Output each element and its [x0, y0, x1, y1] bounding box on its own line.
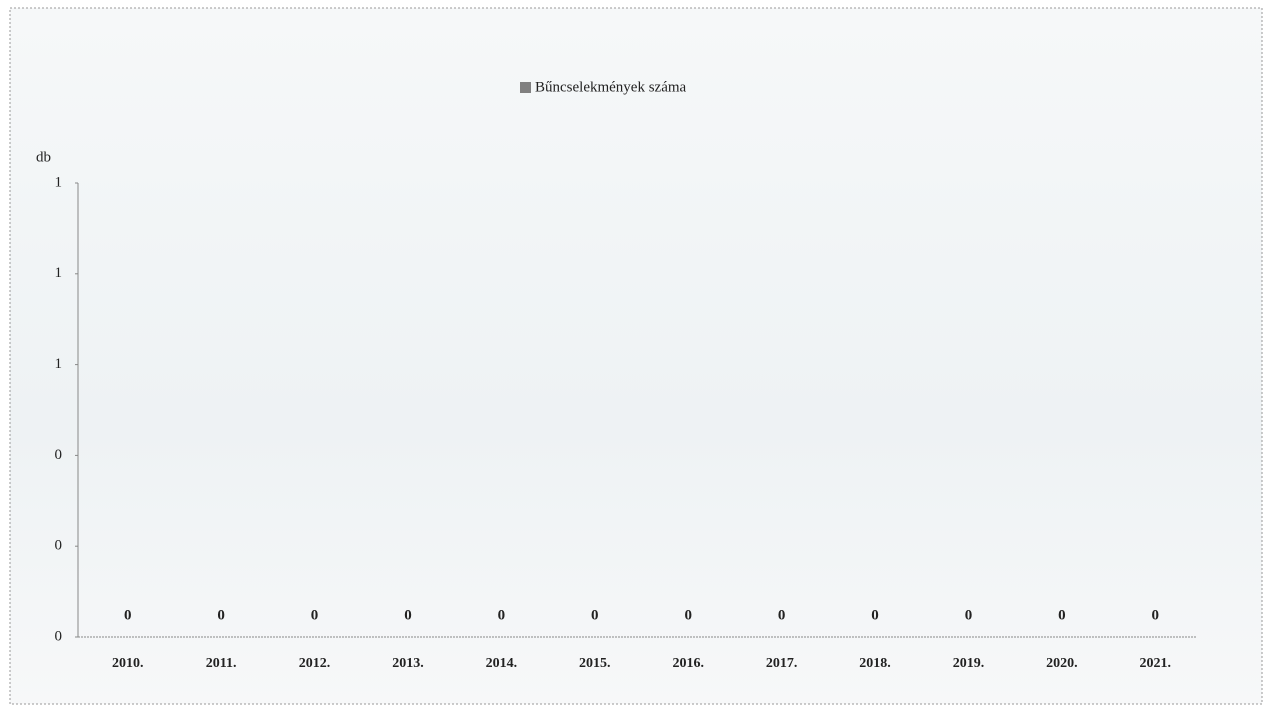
- x-tick-label: 2017.: [766, 656, 798, 671]
- data-label: 0: [684, 607, 692, 623]
- x-tick-label: 2020.: [1046, 656, 1078, 671]
- y-tick-label: 0: [55, 447, 63, 463]
- data-label: 0: [217, 607, 225, 623]
- legend-swatch: [520, 82, 531, 93]
- x-tick-label: 2011.: [206, 656, 237, 671]
- data-label: 0: [871, 607, 879, 623]
- x-tick-label: 2016.: [672, 656, 704, 671]
- chart-frame: [9, 7, 1263, 705]
- x-tick-label: 2015.: [579, 656, 611, 671]
- x-tick-label: 2019.: [953, 656, 985, 671]
- y-tick-label: 1: [55, 265, 63, 281]
- y-tick-label: 0: [55, 628, 63, 644]
- data-label: 0: [965, 607, 973, 623]
- data-label: 0: [404, 607, 412, 623]
- x-tick-label: 2014.: [486, 656, 518, 671]
- y-tick-label: 1: [55, 174, 63, 190]
- data-label: 0: [591, 607, 599, 623]
- data-label: 0: [1058, 607, 1066, 623]
- data-label: 0: [498, 607, 506, 623]
- x-tick-label: 2018.: [859, 656, 891, 671]
- x-tick-label: 2012.: [299, 656, 331, 671]
- y-axis-title: db: [36, 149, 51, 165]
- y-tick-label: 1: [55, 356, 63, 372]
- x-tick-label: 2010.: [112, 656, 144, 671]
- y-tick-label: 0: [55, 538, 63, 554]
- data-label: 0: [124, 607, 132, 623]
- legend-label: Bűncselekmények száma: [535, 79, 687, 95]
- data-label: 0: [778, 607, 786, 623]
- x-tick-label: 2021.: [1140, 656, 1172, 671]
- x-tick-label: 2013.: [392, 656, 424, 671]
- data-label: 0: [1152, 607, 1160, 623]
- data-label: 0: [311, 607, 319, 623]
